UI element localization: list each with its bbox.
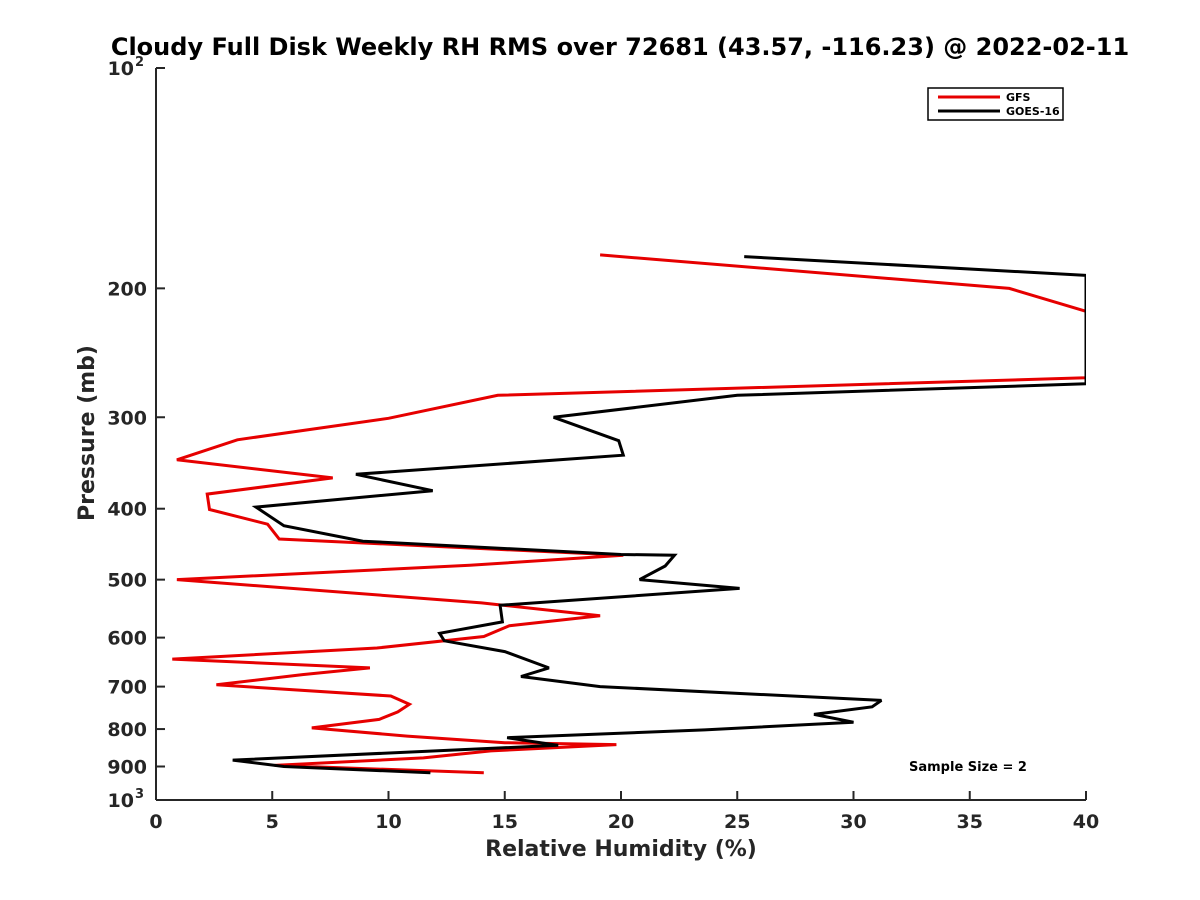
y-tick-label: 600 — [107, 628, 147, 650]
x-tick-label: 25 — [724, 811, 750, 833]
y-tick-label: 500 — [107, 570, 147, 592]
x-tick-label: 0 — [149, 811, 162, 833]
x-tick-label: 35 — [957, 811, 983, 833]
y-tick-label: 10 — [108, 790, 134, 812]
x-axis-label: Relative Humidity (%) — [485, 837, 757, 862]
legend-label-goes16: GOES-16 — [1006, 105, 1060, 118]
y-tick-label: 200 — [107, 278, 147, 300]
y-tick-label: 300 — [107, 407, 147, 429]
y-tick-exponent: 2 — [135, 55, 144, 70]
legend-box — [927, 87, 1064, 121]
y-tick-label: 400 — [107, 499, 147, 521]
x-tick-label: 40 — [1073, 811, 1099, 833]
x-tick-label: 30 — [840, 811, 866, 833]
y-tick-label: 800 — [107, 719, 147, 741]
y-axis-label: Pressure (mb) — [75, 345, 100, 521]
y-tick-exponent: 3 — [135, 787, 144, 802]
y-tick-label: 700 — [107, 677, 147, 699]
series-layer — [172, 253, 1086, 775]
x-tick-label: 5 — [266, 811, 279, 833]
series-line-goes16 — [232, 255, 1086, 775]
legend-label-gfs: GFS — [1006, 91, 1031, 104]
plot-area — [155, 68, 1086, 801]
x-tick-label: 20 — [608, 811, 634, 833]
plot-background — [156, 68, 1086, 800]
chart-title: Cloudy Full Disk Weekly RH RMS over 7268… — [111, 33, 1129, 61]
y-tick-label: 10 — [108, 58, 134, 80]
x-tick-label: 15 — [492, 811, 518, 833]
legend: GFS GOES-16 — [927, 87, 1064, 121]
y-tick-label: 900 — [107, 757, 147, 779]
series-line-gfs — [172, 253, 1086, 775]
x-ticks: 0 5 10 15 20 25 30 35 40 — [149, 791, 1099, 833]
sample-size-annotation: Sample Size = 2 — [909, 760, 1027, 775]
x-tick-label: 10 — [375, 811, 401, 833]
